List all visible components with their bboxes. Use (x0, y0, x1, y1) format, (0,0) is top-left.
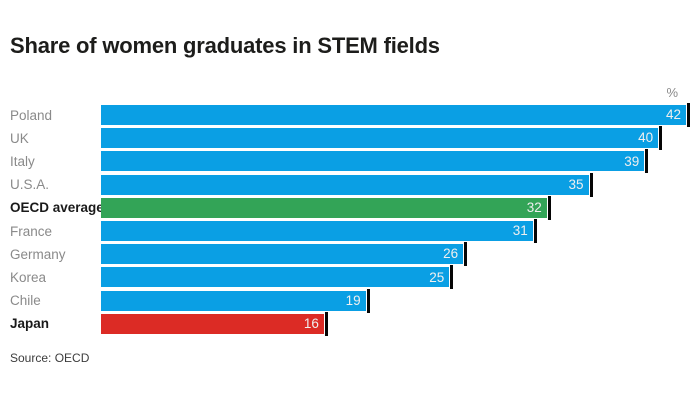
value-label: 16 (303, 316, 319, 332)
bar-end-tick (464, 242, 468, 267)
category-label: UK (10, 130, 29, 146)
value-label: 31 (512, 223, 528, 239)
bar-end-tick (547, 195, 551, 220)
value-label: 25 (429, 269, 445, 285)
value-label: 35 (568, 176, 584, 192)
bar-end-tick (366, 288, 370, 313)
bar: 35 (101, 174, 589, 195)
value-label: 19 (345, 292, 361, 308)
bar: 32 (101, 197, 547, 218)
value-label: 40 (638, 130, 654, 146)
category-label: Italy (10, 153, 35, 169)
category-label: Chile (10, 293, 41, 309)
bar: 42 (101, 105, 687, 125)
category-label: OECD average (10, 200, 104, 216)
category-label: France (10, 223, 53, 239)
source-note: Source: OECD (10, 351, 90, 365)
bar: 25 (101, 267, 450, 288)
category-label: Poland (10, 107, 53, 123)
bar: 40 (101, 128, 659, 149)
value-label: 32 (526, 200, 542, 216)
value-label: 42 (666, 107, 682, 123)
category-label: Korea (10, 269, 47, 285)
bar: 39 (101, 151, 645, 172)
bar-end-tick (324, 311, 328, 336)
bar-end-tick (589, 172, 593, 197)
bar: 19 (101, 290, 366, 311)
bar-end-tick (450, 265, 454, 290)
unit-label: % (666, 85, 678, 100)
bar-end-tick (533, 219, 537, 243)
chart-title: Share of women graduates in STEM fields (10, 33, 440, 58)
category-label: U.S.A. (10, 177, 50, 193)
value-label: 26 (443, 246, 459, 262)
bar: 31 (101, 221, 533, 241)
bar-end-tick (687, 103, 691, 127)
category-label: Germany (10, 246, 66, 262)
bar-end-tick (645, 149, 649, 174)
category-label: Japan (10, 316, 50, 332)
bar: 26 (101, 244, 464, 265)
bar: 16 (101, 313, 324, 334)
value-label: 39 (624, 153, 640, 169)
bar-end-tick (659, 126, 663, 151)
